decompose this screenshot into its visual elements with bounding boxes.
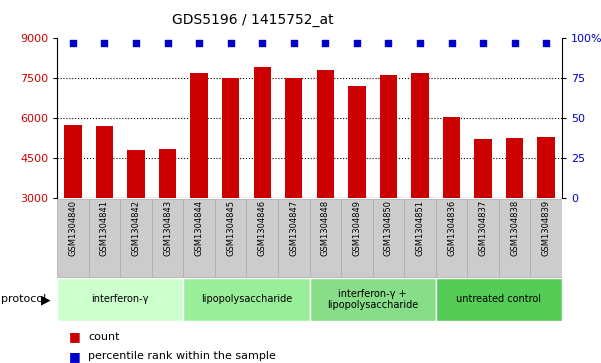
Text: GSM1304850: GSM1304850 bbox=[384, 200, 393, 256]
Text: GSM1304840: GSM1304840 bbox=[69, 200, 78, 256]
Point bbox=[415, 41, 425, 46]
Bar bbox=[380, 76, 397, 198]
Bar bbox=[436, 199, 468, 277]
Bar bbox=[120, 199, 151, 277]
Point bbox=[194, 41, 204, 46]
Text: GSM1304843: GSM1304843 bbox=[163, 200, 172, 256]
Point bbox=[100, 41, 109, 46]
Bar bbox=[373, 199, 404, 277]
Text: GSM1304845: GSM1304845 bbox=[226, 200, 235, 256]
Point bbox=[289, 41, 299, 46]
Text: GSM1304848: GSM1304848 bbox=[321, 200, 330, 256]
Point bbox=[447, 41, 456, 46]
Bar bbox=[531, 199, 562, 277]
Point bbox=[510, 41, 519, 46]
Bar bbox=[499, 199, 531, 277]
Bar bbox=[159, 148, 176, 198]
Text: ▶: ▶ bbox=[41, 293, 50, 306]
Point bbox=[257, 41, 267, 46]
Bar bbox=[348, 86, 365, 198]
Bar bbox=[436, 278, 562, 321]
Point bbox=[320, 41, 330, 46]
Point bbox=[131, 41, 141, 46]
Bar bbox=[96, 126, 113, 198]
Bar bbox=[285, 78, 302, 198]
Bar bbox=[317, 70, 334, 198]
Bar bbox=[341, 199, 373, 277]
Point bbox=[383, 41, 393, 46]
Bar bbox=[411, 73, 429, 198]
Text: GSM1304847: GSM1304847 bbox=[289, 200, 298, 256]
Bar bbox=[191, 73, 208, 198]
Text: interferon-γ +
lipopolysaccharide: interferon-γ + lipopolysaccharide bbox=[327, 289, 418, 310]
Point bbox=[352, 41, 362, 46]
Bar bbox=[57, 278, 183, 321]
Text: GSM1304844: GSM1304844 bbox=[195, 200, 204, 256]
Bar bbox=[254, 68, 271, 198]
Text: GSM1304842: GSM1304842 bbox=[132, 200, 141, 256]
Bar bbox=[57, 199, 89, 277]
Text: GSM1304846: GSM1304846 bbox=[258, 200, 267, 256]
Point bbox=[68, 41, 78, 46]
Bar bbox=[468, 199, 499, 277]
Bar bbox=[278, 199, 310, 277]
Bar bbox=[151, 199, 183, 277]
Text: GSM1304851: GSM1304851 bbox=[415, 200, 424, 256]
Point bbox=[163, 41, 172, 46]
Bar bbox=[89, 199, 120, 277]
Bar bbox=[215, 199, 246, 277]
Text: GSM1304838: GSM1304838 bbox=[510, 200, 519, 257]
Text: lipopolysaccharide: lipopolysaccharide bbox=[201, 294, 292, 305]
Point bbox=[478, 41, 488, 46]
Bar bbox=[64, 125, 82, 198]
Bar bbox=[246, 199, 278, 277]
Bar bbox=[537, 136, 555, 198]
Text: GSM1304841: GSM1304841 bbox=[100, 200, 109, 256]
Bar bbox=[443, 117, 460, 198]
Text: ■: ■ bbox=[69, 350, 81, 363]
Text: count: count bbox=[88, 332, 120, 342]
Text: GSM1304836: GSM1304836 bbox=[447, 200, 456, 257]
Bar bbox=[506, 138, 523, 198]
Text: GSM1304849: GSM1304849 bbox=[352, 200, 361, 256]
Bar bbox=[222, 78, 239, 198]
Point bbox=[542, 41, 551, 46]
Bar bbox=[183, 199, 215, 277]
Text: ■: ■ bbox=[69, 330, 81, 343]
Bar bbox=[310, 199, 341, 277]
Text: GDS5196 / 1415752_at: GDS5196 / 1415752_at bbox=[172, 13, 333, 27]
Bar bbox=[404, 199, 436, 277]
Text: untreated control: untreated control bbox=[456, 294, 542, 305]
Bar bbox=[310, 278, 436, 321]
Bar bbox=[127, 150, 145, 198]
Bar bbox=[183, 278, 310, 321]
Text: GSM1304837: GSM1304837 bbox=[478, 200, 487, 257]
Point bbox=[226, 41, 236, 46]
Text: protocol: protocol bbox=[1, 294, 46, 305]
Text: interferon-γ: interferon-γ bbox=[91, 294, 149, 305]
Text: GSM1304839: GSM1304839 bbox=[542, 200, 551, 256]
Bar bbox=[474, 139, 492, 198]
Text: percentile rank within the sample: percentile rank within the sample bbox=[88, 351, 276, 362]
